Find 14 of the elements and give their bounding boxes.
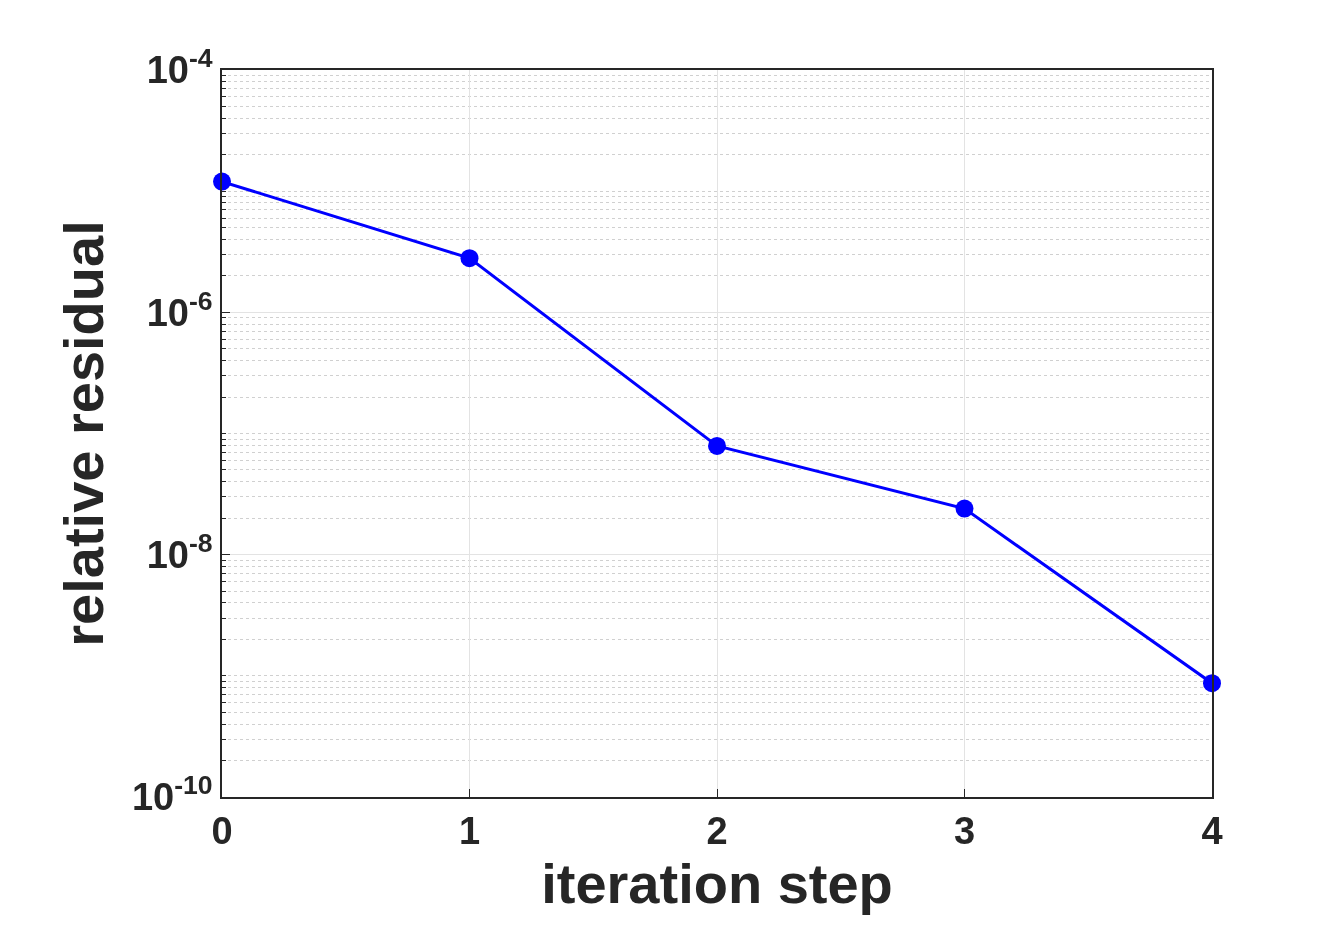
point (708, 436, 726, 455)
x-tick-label: 3 (953, 810, 976, 853)
x-tick-label: 1 (458, 810, 481, 853)
y-tick-label: 10$^{-4}$ (146, 43, 213, 92)
y-tick-label: 10$^{-10}$ (131, 770, 213, 819)
y-tick-label: 10$^{-8}$ (146, 528, 213, 576)
x-tick-label: 0 (211, 810, 233, 853)
y-tick-label: 10$^{-6}$ (146, 285, 213, 334)
y-axis-title: relative residual (52, 220, 116, 647)
x-tick-label: 2 (706, 810, 728, 853)
point (955, 499, 974, 518)
x-tick-label: 4 (1201, 810, 1223, 853)
x-axis-title: iteration step (541, 852, 893, 916)
point (460, 249, 479, 268)
